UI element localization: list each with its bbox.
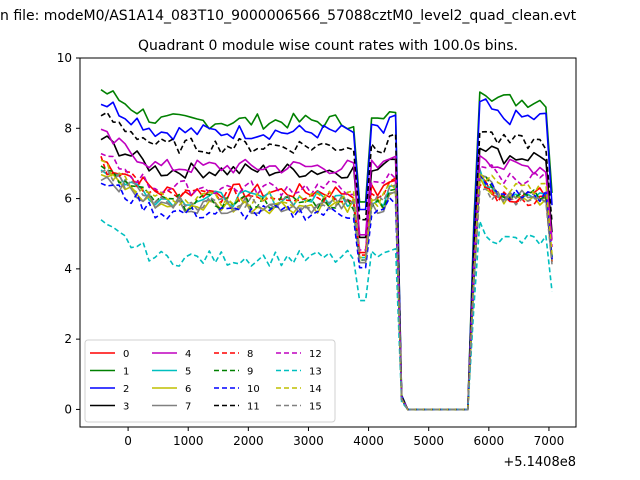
x-tick-label: 7000: [534, 434, 565, 448]
series-9-line: [100, 165, 553, 411]
legend-label-10: 10: [247, 384, 260, 395]
series-12-line: [100, 152, 553, 411]
series-2-line: [100, 98, 553, 411]
legend-label-8: 8: [247, 349, 253, 360]
legend-frame: [84, 339, 336, 423]
x-tick-label: 3000: [293, 434, 324, 448]
legend-label-12: 12: [309, 349, 322, 360]
legend-label-4: 4: [185, 349, 191, 360]
x-offset-label: +5.1408e8: [503, 455, 576, 470]
legend-label-7: 7: [185, 402, 191, 413]
y-tick-label: 4: [64, 262, 72, 276]
legend-label-9: 9: [247, 367, 253, 378]
series-15-line: [100, 168, 553, 411]
legend-label-2: 2: [123, 384, 129, 395]
series-13-line: [100, 219, 553, 411]
x-tick-label: 2000: [233, 434, 264, 448]
legend-label-14: 14: [309, 384, 322, 395]
series-14-line: [100, 159, 553, 411]
x-tick-label: 4000: [353, 434, 384, 448]
legend-label-1: 1: [123, 367, 129, 378]
series-11-line: [100, 111, 553, 411]
plot-frame: [79, 57, 577, 428]
legend-label-11: 11: [247, 402, 260, 413]
y-tick-label: 10: [57, 51, 72, 65]
series-layer: [100, 89, 553, 411]
x-tick-label: 0: [124, 434, 132, 448]
legend-label-13: 13: [309, 367, 322, 378]
legend-label-6: 6: [185, 384, 191, 395]
y-tick-label: 2: [64, 332, 72, 346]
chart-suptitle: n file: modeM0/AS1A14_083T10_9000006566_…: [0, 8, 577, 24]
legend-label-15: 15: [309, 402, 322, 413]
chart-title: Quadrant 0 module wise count rates with …: [138, 38, 518, 54]
y-tick-label: 6: [64, 192, 72, 206]
legend-label-5: 5: [185, 367, 191, 378]
legend-label-0: 0: [123, 349, 129, 360]
x-tick-label: 5000: [413, 434, 444, 448]
y-tick-label: 8: [64, 121, 72, 135]
x-tick-label: 6000: [474, 434, 505, 448]
legend-label-3: 3: [123, 402, 129, 413]
y-tick-label: 0: [64, 402, 72, 416]
x-tick-label: 1000: [173, 434, 204, 448]
